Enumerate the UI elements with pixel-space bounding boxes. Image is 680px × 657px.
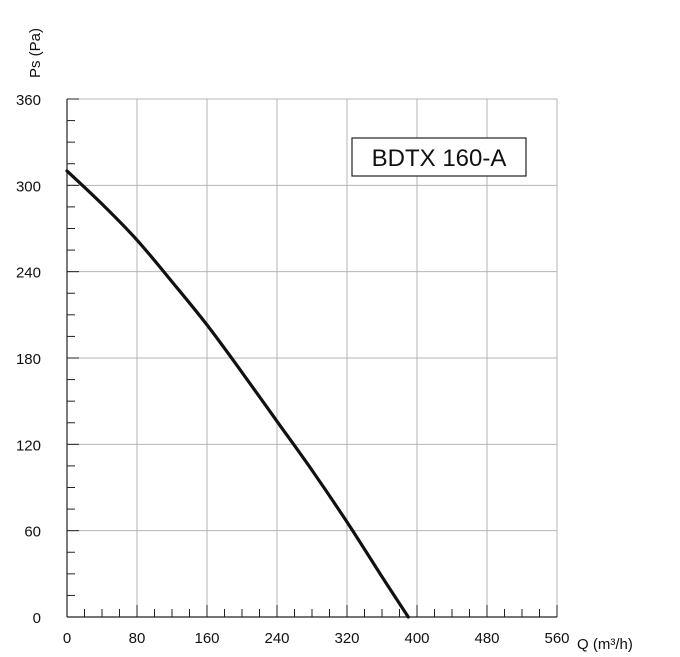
y-axis-title: Ps (Pa) [27, 28, 44, 78]
x-axis-title: Q (m³/h) [577, 636, 633, 653]
model-label: BDTX 160-A [372, 145, 507, 172]
model-label-frame [351, 137, 527, 177]
x-tick-label: 320 [334, 630, 359, 647]
model-label-box: BDTX 160-A [351, 137, 527, 177]
y-tick-label: 240 [16, 265, 41, 282]
x-tick-label: 160 [194, 630, 219, 647]
tick-labels: 0 80 160 240 320 400 480 560 0 60 120 180 240 300 360 [16, 92, 570, 647]
series-layer [65, 169, 410, 619]
y-tick-label: 0 [33, 610, 41, 627]
x-tick-label: 480 [474, 630, 499, 647]
y-tick-label: 180 [16, 351, 41, 368]
x-tick-label: 80 [129, 630, 146, 647]
x-tick-label: 0 [63, 630, 71, 647]
x-tick-label: 240 [264, 630, 289, 647]
y-tick-label: 60 [24, 524, 41, 541]
y-tick-label: 360 [16, 92, 41, 109]
y-tick-label: 120 [16, 437, 41, 454]
x-tick-label: 400 [404, 630, 429, 647]
x-tick-label: 560 [544, 630, 569, 647]
fan-curve-line [65, 169, 410, 619]
y-tick-label: 300 [16, 178, 41, 195]
grid-lines [67, 98, 558, 617]
tick-marks [66, 98, 558, 618]
